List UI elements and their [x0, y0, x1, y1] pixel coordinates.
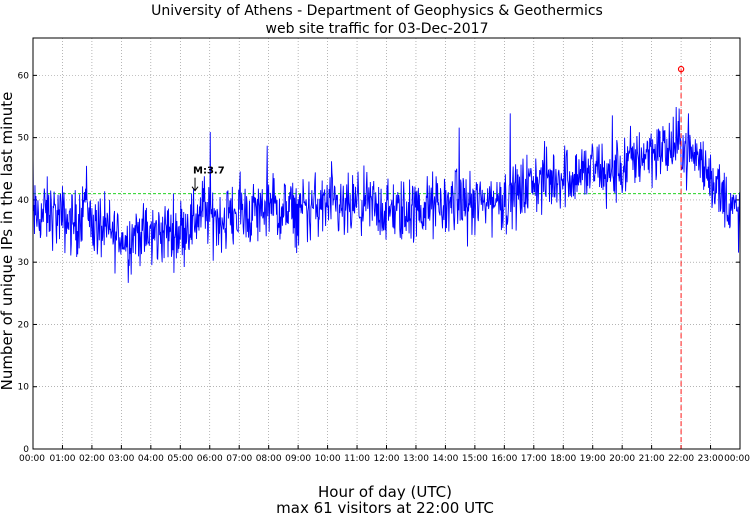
- y-axis-ticks: 0 10 20 30 40 50 60: [18, 71, 740, 455]
- y-tick-label: 50: [18, 134, 30, 144]
- x-tick-label: 05:00: [167, 454, 193, 464]
- x-tick-label: 17:00: [521, 454, 547, 464]
- x-tick-label: 12:00: [374, 454, 400, 464]
- y-tick-label: 60: [18, 71, 30, 81]
- x-tick-label: 00:00: [724, 454, 750, 464]
- x-axis-label: Hour of day (UTC): [318, 483, 452, 501]
- x-tick-label: 03:00: [108, 454, 134, 464]
- chart-caption: max 61 visitors at 22:00 UTC: [276, 499, 494, 515]
- x-axis-ticks: 00:00 01:00 02:00 03:00 04:00 05:00 06:00 07:00…: [19, 445, 750, 464]
- x-tick-label: 16:00: [491, 454, 517, 464]
- y-tick-label: 40: [18, 196, 30, 206]
- x-tick-label: 11:00: [344, 454, 370, 464]
- x-tick-label: 15:00: [462, 454, 488, 464]
- marker-arrowhead: [191, 186, 199, 192]
- marker-label: M:3.7: [193, 166, 225, 177]
- peak-marker: [677, 65, 685, 73]
- chart-subtitle: web site traffic for 03-Dec-2017: [266, 21, 489, 37]
- x-tick-label: 09:00: [285, 454, 311, 464]
- plot-frame: [32, 37, 741, 450]
- x-tick-label: 22:00: [668, 454, 694, 464]
- y-tick-label: 30: [18, 258, 30, 268]
- x-tick-label: 08:00: [256, 454, 282, 464]
- x-tick-label: 07:00: [226, 454, 252, 464]
- grid-lines: [33, 38, 740, 449]
- x-tick-label: 04:00: [138, 454, 164, 464]
- chart-title: University of Athens - Department of Geo…: [151, 3, 603, 19]
- y-tick-label: 20: [18, 320, 30, 330]
- x-tick-label: 18:00: [550, 454, 576, 464]
- x-tick-label: 00:00: [19, 454, 45, 464]
- x-tick-label: 02:00: [79, 454, 105, 464]
- minimum-marker: M:3.7: [191, 166, 225, 192]
- y-axis-label: Number of unique IPs in the last minute: [0, 92, 16, 391]
- x-tick-label: 23:00: [698, 454, 724, 464]
- x-tick-label: 13:00: [403, 454, 429, 464]
- x-tick-label: 10:00: [315, 454, 341, 464]
- x-tick-label: 01:00: [49, 454, 75, 464]
- x-tick-label: 19:00: [580, 454, 606, 464]
- y-tick-label: 10: [18, 383, 30, 393]
- x-tick-label: 20:00: [609, 454, 635, 464]
- x-tick-label: 14:00: [432, 454, 458, 464]
- x-tick-label: 06:00: [197, 454, 223, 464]
- y-tick-label: 0: [23, 445, 29, 455]
- traffic-series-line: [32, 107, 741, 283]
- x-tick-label: 21:00: [639, 454, 665, 464]
